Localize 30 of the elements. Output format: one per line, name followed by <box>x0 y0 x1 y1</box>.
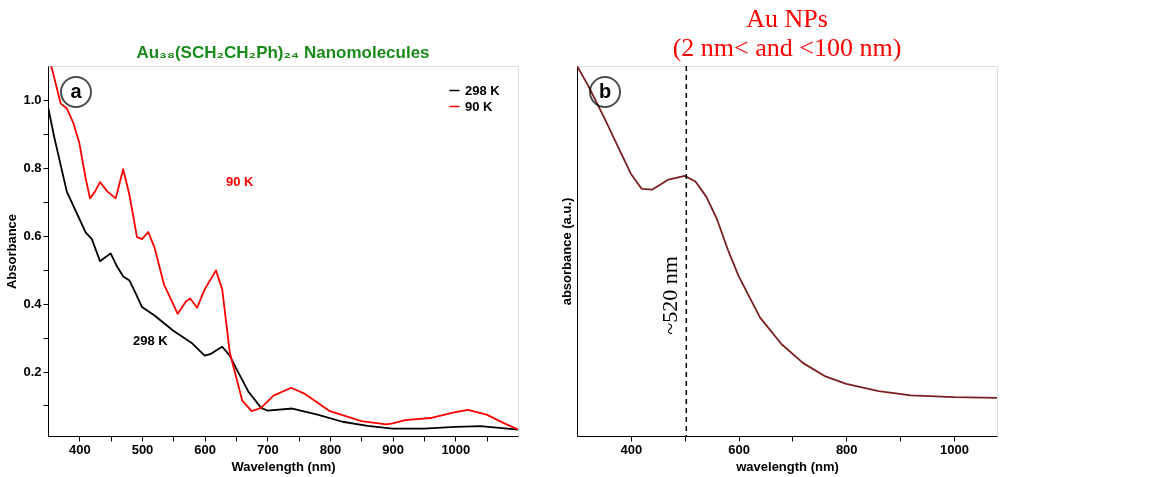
chart-title: Au₃₈(SCH₂CH₂Ph)₂₄ Nanomolecules <box>136 43 430 62</box>
x-tick-label: 800 <box>835 441 858 457</box>
legend-label: 90 K <box>465 98 494 114</box>
chart-title: Au NPs <box>746 4 828 34</box>
annotation: a <box>70 80 83 102</box>
x-tick-label: 600 <box>728 441 750 457</box>
x-axis-title: Wavelength (nm) <box>231 458 336 474</box>
x-tick-label: 800 <box>319 441 342 457</box>
y-tick-label: 1.0 <box>23 92 42 108</box>
x-tick-label: 500 <box>131 441 154 457</box>
legend-label: 298 K <box>465 82 501 98</box>
chart-subtitle: (2 nm< and <100 nm) <box>672 33 902 63</box>
x-axis-title: wavelength (nm) <box>735 458 839 474</box>
x-tick-label: 1000 <box>939 441 969 457</box>
x-tick-label: 400 <box>620 441 643 457</box>
ref-line-label: ~520 nm <box>657 256 683 335</box>
x-tick-label: 900 <box>382 441 405 457</box>
y-tick-label: 0.6 <box>23 228 42 244</box>
y-axis-title: absorbance (a.u.) <box>558 197 574 306</box>
x-tick-label: 1000 <box>441 441 471 457</box>
y-tick-label: 0.4 <box>23 296 43 312</box>
annotation: 90 K <box>226 174 255 189</box>
y-tick-label: 0.8 <box>23 160 42 176</box>
y-axis-title: Absorbance <box>4 213 20 290</box>
y-tick-label: 0.2 <box>23 364 42 379</box>
annotation: 298 K <box>133 333 169 348</box>
x-tick-label: 700 <box>256 441 279 457</box>
annotation: b <box>598 80 612 102</box>
x-tick-label: 400 <box>68 441 91 457</box>
x-tick-label: 600 <box>194 441 217 457</box>
